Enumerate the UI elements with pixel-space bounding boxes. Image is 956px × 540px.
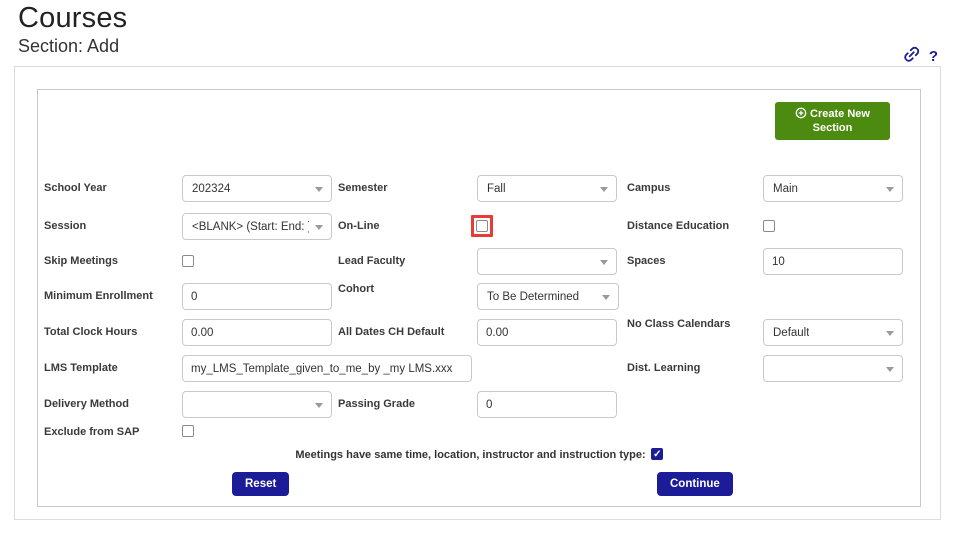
online-label: On-Line: [338, 220, 380, 232]
continue-button[interactable]: Continue: [657, 472, 733, 496]
chevron-down-icon: [886, 187, 894, 192]
lms-template-label: LMS Template: [44, 362, 118, 374]
total-clock-hours-input[interactable]: [182, 319, 332, 346]
section-add-panel: Create New Section School Year 202324 Se…: [14, 66, 941, 520]
page-title: Courses: [18, 2, 128, 34]
distance-education-label: Distance Education: [627, 220, 730, 232]
reset-button[interactable]: Reset: [232, 472, 290, 496]
no-class-calendars-select[interactable]: Default: [763, 319, 903, 346]
lms-template-input[interactable]: [182, 355, 472, 382]
dist-learning-select[interactable]: [763, 355, 903, 382]
exclude-from-sap-checkbox[interactable]: [182, 425, 194, 437]
semester-label: Semester: [338, 182, 388, 194]
online-checkbox[interactable]: [476, 220, 488, 232]
campus-label: Campus: [627, 182, 671, 194]
help-icon[interactable]: ?: [928, 47, 938, 65]
passing-grade-label: Passing Grade: [338, 398, 416, 410]
chevron-down-icon: [600, 187, 608, 192]
chevron-down-icon: [602, 295, 610, 300]
passing-grade-input[interactable]: [477, 391, 617, 418]
meetings-note: Meetings have same time, location, instr…: [38, 446, 920, 462]
section-form: Create New Section School Year 202324 Se…: [37, 89, 921, 507]
semester-select[interactable]: Fall: [477, 175, 617, 202]
skip-meetings-label: Skip Meetings: [44, 255, 118, 267]
cohort-label: Cohort: [338, 283, 375, 295]
chevron-down-icon: [886, 331, 894, 336]
campus-select[interactable]: Main: [763, 175, 903, 202]
create-new-section-button[interactable]: Create New Section: [775, 102, 890, 140]
dist-learning-label: Dist. Learning: [627, 362, 701, 374]
school-year-select[interactable]: 202324: [182, 175, 332, 202]
header-icons: ?: [904, 45, 938, 67]
plus-circle-icon: [795, 107, 807, 119]
delivery-method-label: Delivery Method: [44, 398, 129, 410]
chevron-down-icon: [315, 403, 323, 408]
skip-meetings-checkbox[interactable]: [182, 255, 194, 267]
lead-faculty-select[interactable]: [477, 248, 617, 275]
school-year-label: School Year: [44, 182, 107, 194]
meetings-note-label: Meetings have same time, location, instr…: [295, 449, 646, 461]
online-checkbox-highlight: [471, 215, 493, 237]
chevron-down-icon: [886, 367, 894, 372]
chevron-down-icon: [315, 187, 323, 192]
session-label: Session: [44, 220, 87, 232]
minimum-enrollment-label: Minimum Enrollment: [44, 290, 153, 302]
total-clock-hours-label: Total Clock Hours: [44, 326, 138, 338]
all-dates-ch-default-input[interactable]: [477, 319, 617, 346]
exclude-from-sap-label: Exclude from SAP: [44, 426, 140, 438]
session-select[interactable]: <BLANK> (Start: End: ): [182, 213, 332, 240]
cohort-select[interactable]: To Be Determined: [477, 283, 619, 310]
distance-education-checkbox[interactable]: [763, 220, 775, 232]
spaces-input[interactable]: [763, 248, 903, 275]
minimum-enrollment-input[interactable]: [182, 283, 332, 310]
lead-faculty-label: Lead Faculty: [338, 255, 406, 267]
no-class-calendars-label: No Class Calendars: [627, 318, 731, 330]
link-icon[interactable]: [900, 42, 928, 70]
meetings-checkbox[interactable]: [650, 448, 663, 462]
chevron-down-icon: [315, 225, 323, 230]
page-subtitle: Section: Add: [18, 36, 120, 56]
all-dates-ch-default-label: All Dates CH Default: [338, 326, 445, 338]
delivery-method-select[interactable]: [182, 391, 332, 418]
chevron-down-icon: [600, 260, 608, 265]
spaces-label: Spaces: [627, 255, 666, 267]
